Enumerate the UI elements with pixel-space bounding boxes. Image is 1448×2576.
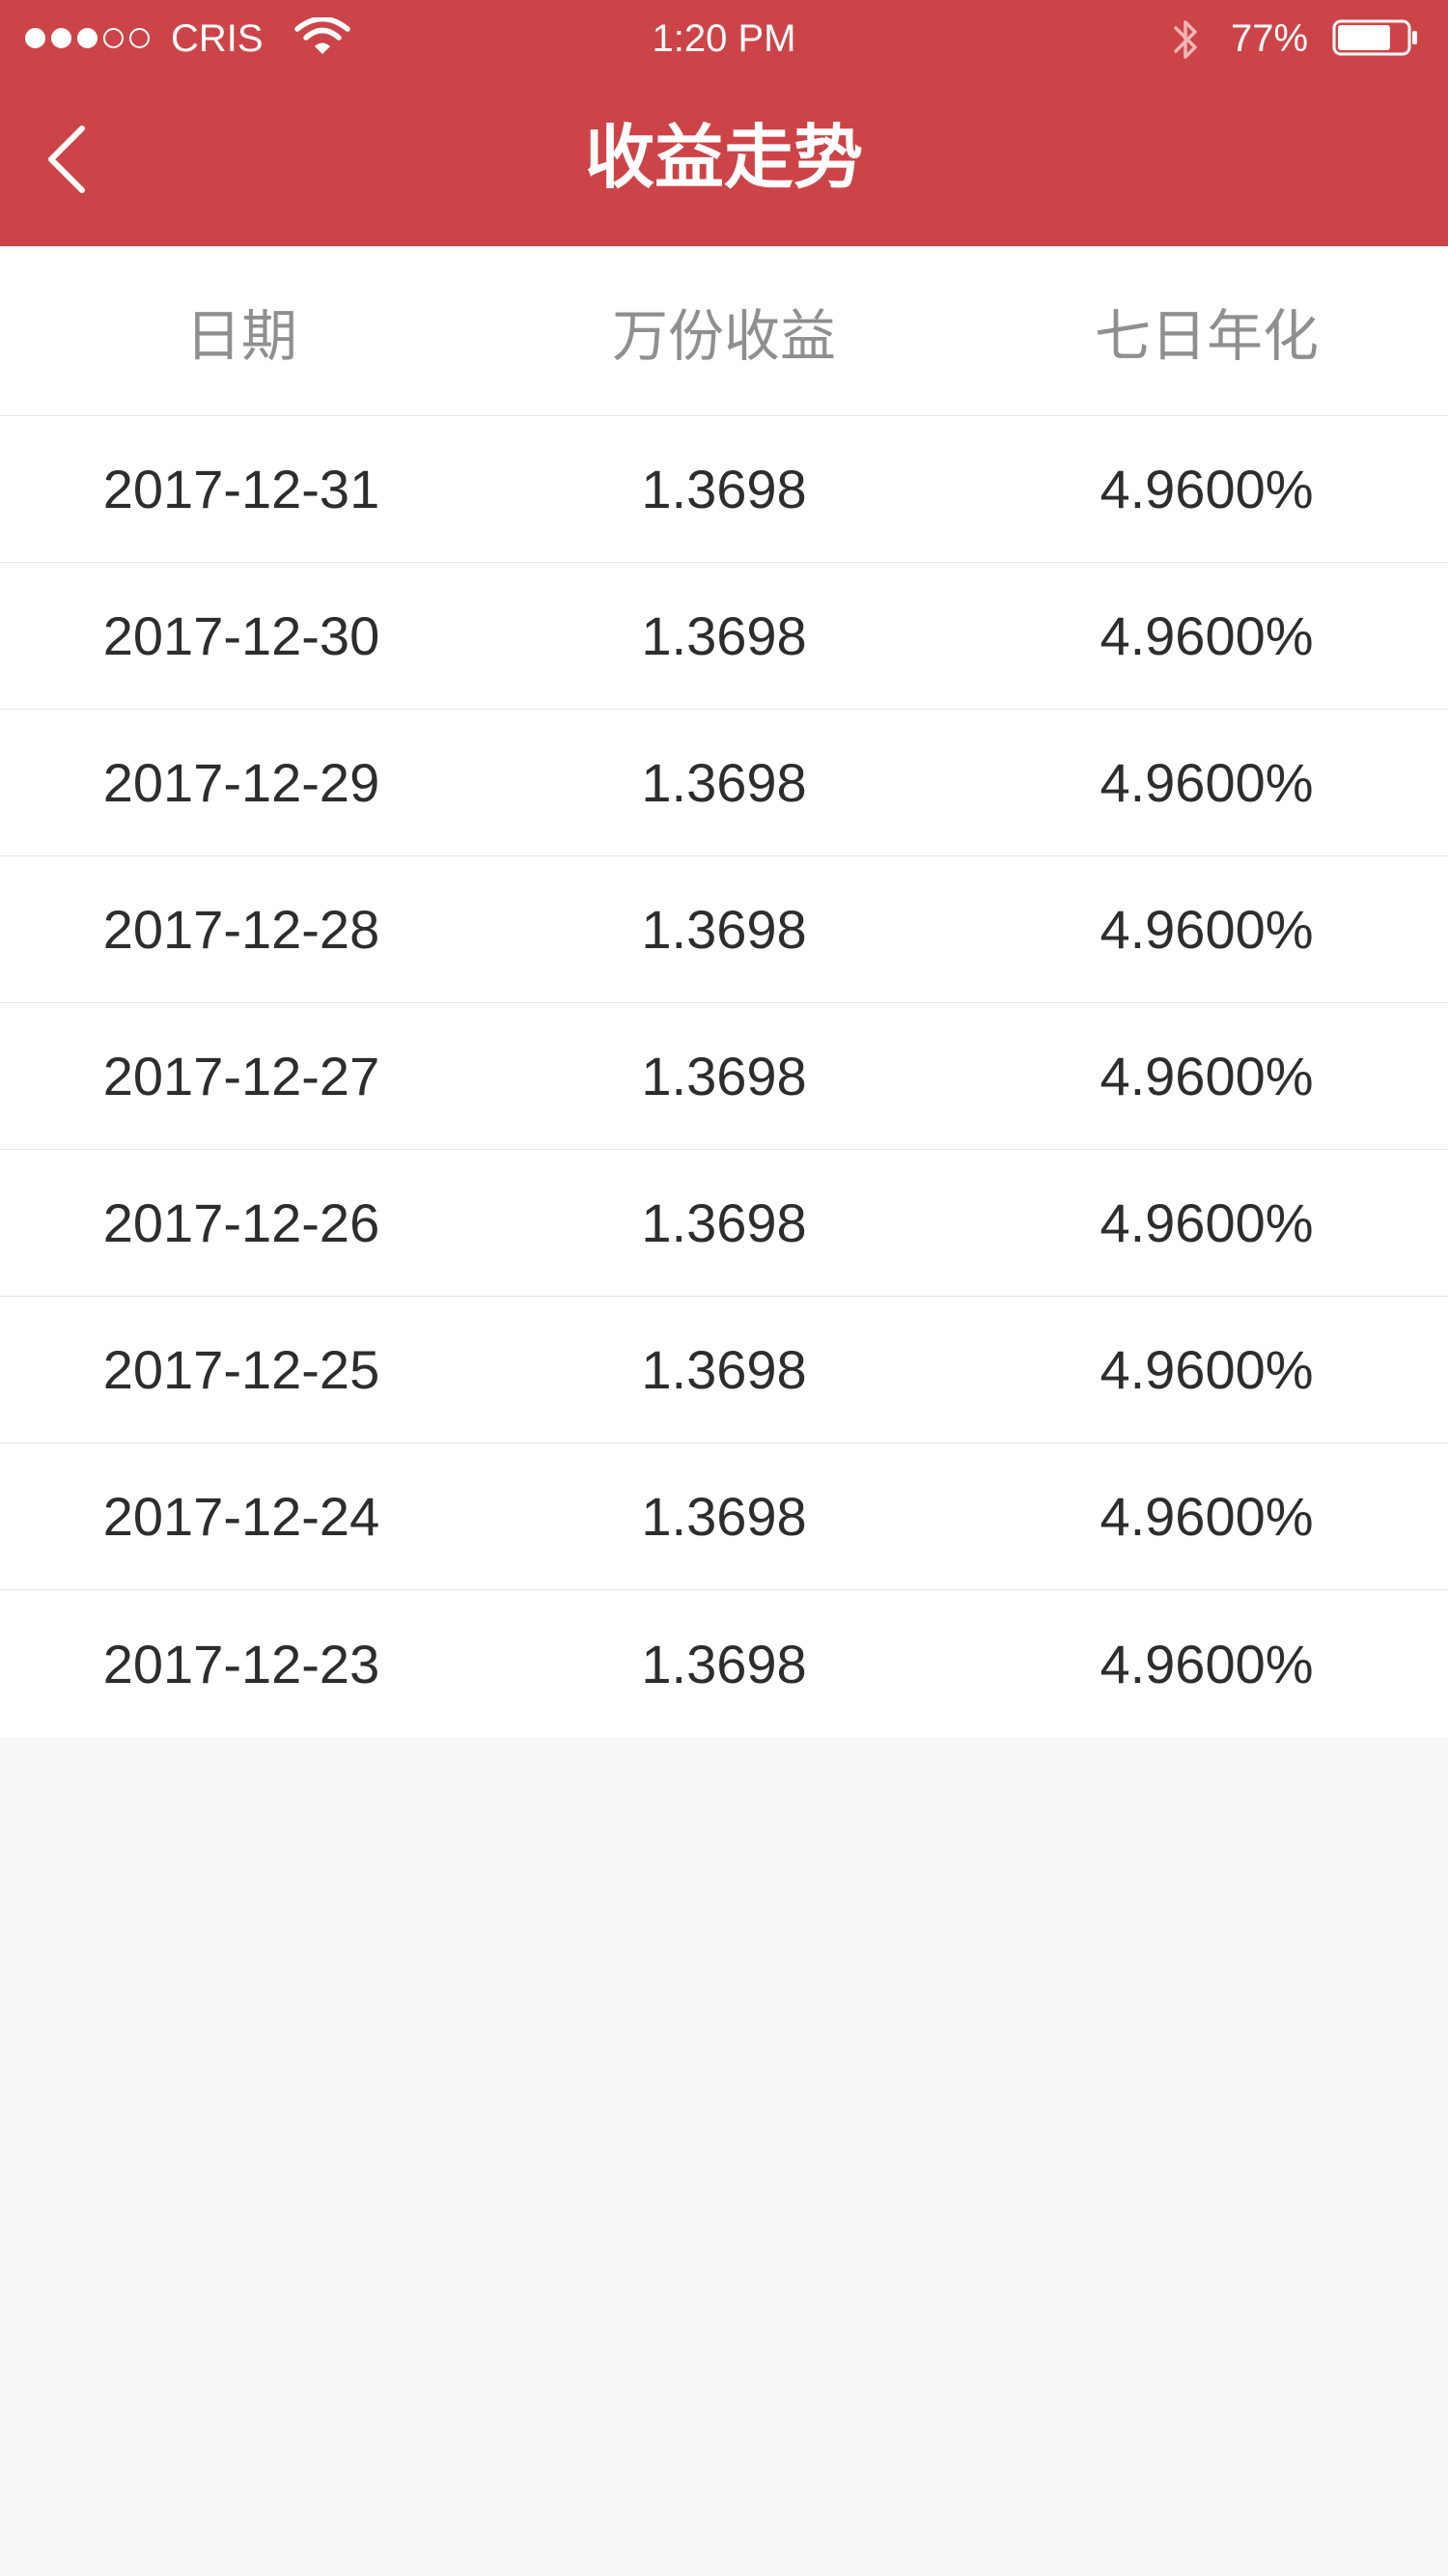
chevron-left-icon bbox=[48, 126, 85, 193]
cell-earnings: 1.3698 bbox=[641, 1046, 807, 1106]
table-row: 2017-12-31 1.3698 4.9600% bbox=[0, 416, 1448, 563]
page-title: 收益走势 bbox=[584, 117, 863, 198]
cell-annualized: 4.9600% bbox=[1100, 605, 1314, 666]
header-date: 日期 bbox=[184, 302, 297, 369]
table-row: 2017-12-26 1.3698 4.9600% bbox=[0, 1150, 1448, 1297]
cell-annualized: 4.9600% bbox=[1100, 752, 1314, 813]
table-row: 2017-12-27 1.3698 4.9600% bbox=[0, 1003, 1448, 1150]
cell-date: 2017-12-24 bbox=[102, 1486, 380, 1547]
cell-annualized: 4.9600% bbox=[1100, 1633, 1314, 1694]
cell-annualized: 4.9600% bbox=[1100, 459, 1314, 519]
earnings-table: 日期 万份收益 七日年化 2017-12-31 1.3698 4.9600% 2… bbox=[0, 246, 1448, 1737]
battery-percent: 77% bbox=[1231, 17, 1309, 60]
battery-level-fill bbox=[1338, 25, 1390, 50]
cell-earnings: 1.3698 bbox=[641, 899, 807, 960]
table-row: 2017-12-25 1.3698 4.9600% bbox=[0, 1297, 1448, 1443]
signal-dot bbox=[25, 27, 45, 48]
table-row: 2017-12-30 1.3698 4.9600% bbox=[0, 563, 1448, 710]
header-background bbox=[0, 0, 1448, 246]
cell-earnings: 1.3698 bbox=[641, 1633, 807, 1694]
cell-date: 2017-12-27 bbox=[102, 1046, 380, 1106]
cell-date: 2017-12-29 bbox=[102, 752, 380, 813]
cell-date: 2017-12-28 bbox=[102, 899, 380, 960]
header-seven-day-annualized: 七日年化 bbox=[1094, 302, 1319, 369]
bluetooth-icon bbox=[1174, 20, 1197, 59]
signal-dot bbox=[77, 27, 97, 48]
cell-earnings: 1.3698 bbox=[641, 1339, 807, 1400]
cell-annualized: 4.9600% bbox=[1100, 1046, 1314, 1106]
cell-date: 2017-12-31 bbox=[102, 459, 380, 519]
status-time: 1:20 PM bbox=[652, 17, 796, 60]
cell-annualized: 4.9600% bbox=[1100, 899, 1314, 960]
navigation-bar: 收益走势 bbox=[0, 77, 1448, 246]
signal-dot bbox=[103, 27, 124, 48]
signal-dot bbox=[51, 27, 71, 48]
status-bar: CRIS 1:20 PM 77% bbox=[0, 0, 1448, 77]
carrier-name: CRIS bbox=[171, 17, 264, 60]
cell-annualized: 4.9600% bbox=[1100, 1192, 1314, 1253]
wifi-icon bbox=[294, 17, 350, 54]
table-row: 2017-12-24 1.3698 4.9600% bbox=[0, 1443, 1448, 1590]
signal-dot bbox=[129, 27, 150, 48]
cell-earnings: 1.3698 bbox=[641, 752, 807, 813]
battery-icon bbox=[1332, 19, 1417, 56]
cell-earnings: 1.3698 bbox=[641, 459, 807, 519]
cell-annualized: 4.9600% bbox=[1100, 1486, 1314, 1547]
cell-earnings: 1.3698 bbox=[641, 605, 807, 666]
header-earnings-per-10k: 万份收益 bbox=[611, 302, 836, 369]
cell-earnings: 1.3698 bbox=[641, 1192, 807, 1253]
table-row: 2017-12-23 1.3698 4.9600% bbox=[0, 1590, 1448, 1737]
table-row: 2017-12-28 1.3698 4.9600% bbox=[0, 856, 1448, 1003]
cell-date: 2017-12-23 bbox=[102, 1633, 380, 1694]
cell-earnings: 1.3698 bbox=[641, 1486, 807, 1547]
signal-strength-icon bbox=[25, 23, 150, 52]
table-row: 2017-12-29 1.3698 4.9600% bbox=[0, 710, 1448, 856]
cell-date: 2017-12-30 bbox=[102, 605, 380, 666]
cell-date: 2017-12-26 bbox=[102, 1192, 380, 1253]
table-header-row: 日期 万份收益 七日年化 bbox=[0, 246, 1448, 416]
back-button[interactable] bbox=[33, 121, 100, 198]
cell-annualized: 4.9600% bbox=[1100, 1339, 1314, 1400]
cell-date: 2017-12-25 bbox=[102, 1339, 380, 1400]
